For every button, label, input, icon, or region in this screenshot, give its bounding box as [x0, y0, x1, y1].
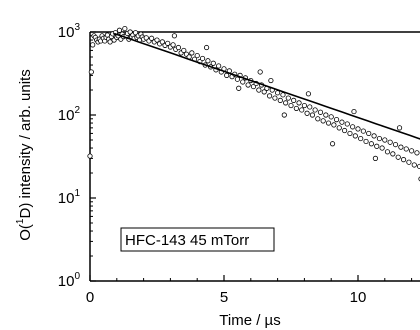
data-point — [190, 51, 194, 55]
data-point — [237, 86, 241, 90]
data-point — [356, 127, 360, 131]
data-point — [302, 103, 306, 107]
data-point — [313, 108, 317, 112]
data-point — [200, 56, 204, 60]
data-point — [340, 120, 344, 124]
data-point — [318, 110, 322, 114]
data-point — [404, 147, 408, 151]
y-tick-label: 102 — [58, 105, 81, 124]
data-point — [216, 64, 220, 68]
y-tick-label: 100 — [58, 271, 81, 290]
y-tick-label: 101 — [58, 188, 81, 207]
data-point — [367, 131, 371, 135]
data-point — [195, 53, 199, 57]
data-point — [396, 155, 400, 159]
annotation-text: HFC-143 45 mTorr — [125, 232, 249, 249]
x-tick-label: 10 — [350, 289, 367, 306]
data-point — [278, 98, 282, 102]
data-point — [385, 150, 389, 154]
data-point — [306, 92, 310, 96]
x-ticks: 0 5 10 — [86, 275, 412, 306]
data-point — [305, 111, 309, 115]
data-point — [289, 103, 293, 107]
data-point — [345, 122, 349, 126]
data-point — [258, 70, 262, 74]
data-point — [350, 125, 354, 129]
x-axis-title: Time / µs — [219, 312, 280, 329]
y-tick-label: 103 — [58, 22, 81, 41]
data-point — [409, 149, 413, 153]
data-point — [88, 154, 92, 158]
data-point — [286, 96, 290, 100]
x-tick-label: 0 — [86, 289, 94, 306]
data-point — [204, 45, 208, 49]
data-point — [297, 101, 301, 105]
data-point — [369, 142, 373, 146]
data-point — [358, 136, 362, 140]
data-point — [352, 109, 356, 113]
data-point — [353, 134, 357, 138]
data-point — [375, 144, 379, 148]
data-point — [267, 94, 271, 98]
data-point — [399, 145, 403, 149]
data-point — [380, 146, 384, 150]
data-point — [377, 136, 381, 140]
data-point — [89, 70, 93, 74]
data-point — [372, 134, 376, 138]
data-point — [176, 45, 180, 49]
data-point — [388, 140, 392, 144]
data-point — [391, 152, 395, 156]
data-point — [310, 113, 314, 117]
data-point — [401, 157, 405, 161]
data-point — [206, 59, 210, 63]
data-point — [308, 105, 312, 109]
data-point — [361, 129, 365, 133]
data-point — [397, 126, 401, 130]
data-point — [407, 160, 411, 164]
data-point — [348, 131, 352, 135]
data-point — [334, 117, 338, 121]
data-point — [330, 142, 334, 146]
data-point — [224, 73, 228, 77]
x-tick-label: 5 — [220, 289, 228, 306]
fit-line — [114, 34, 420, 150]
data-point — [282, 113, 286, 117]
data-point — [329, 115, 333, 119]
data-point — [257, 88, 261, 92]
y-axis-title: O(1D) intensity / arb. units — [15, 69, 34, 240]
data-point — [316, 117, 320, 121]
data-point — [269, 78, 273, 82]
data-point — [283, 101, 287, 105]
data-point — [123, 26, 127, 30]
data-point — [326, 121, 330, 125]
data-point — [342, 128, 346, 132]
data-point — [241, 80, 245, 84]
data-point — [275, 91, 279, 95]
data-point — [383, 138, 387, 142]
data-point — [321, 119, 325, 123]
data-point — [90, 43, 94, 47]
data-point — [211, 61, 215, 65]
data-points — [88, 26, 420, 181]
data-point — [364, 139, 368, 143]
data-point — [337, 126, 341, 130]
data-point — [393, 142, 397, 146]
data-point — [291, 98, 295, 102]
data-point — [172, 34, 176, 38]
data-point — [300, 108, 304, 112]
data-point — [415, 151, 419, 155]
data-point — [171, 43, 175, 47]
data-point — [117, 28, 121, 32]
data-point — [294, 106, 298, 110]
data-point — [373, 156, 377, 160]
data-point — [281, 93, 285, 97]
data-point — [324, 113, 328, 117]
data-point — [412, 163, 416, 167]
data-point — [273, 96, 277, 100]
data-point — [246, 83, 250, 87]
data-point — [332, 123, 336, 127]
